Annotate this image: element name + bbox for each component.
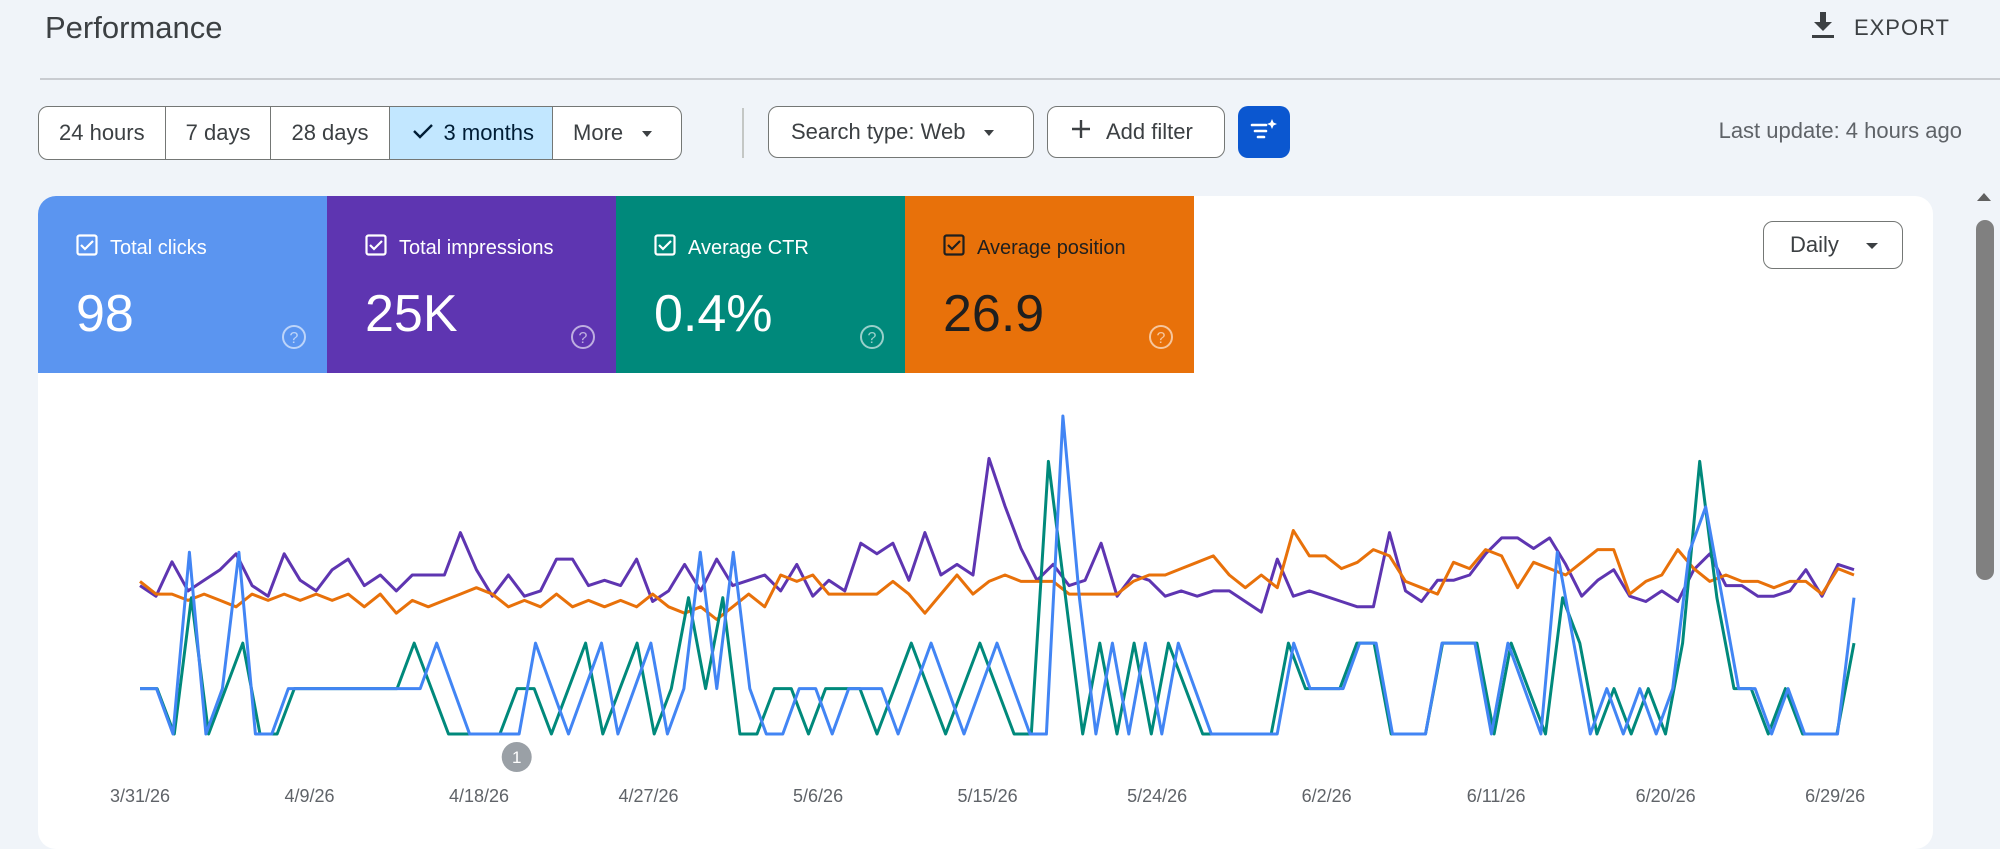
svg-text:?: ? xyxy=(290,330,299,347)
metric-average-ctr[interactable]: Average CTR 0.4% ? xyxy=(616,196,905,373)
plus-icon xyxy=(1070,118,1092,146)
svg-text:?: ? xyxy=(868,330,877,347)
range-3-months-label: 3 months xyxy=(443,120,535,145)
help-icon[interactable]: ? xyxy=(859,324,885,355)
dropdown-arrow-icon xyxy=(633,120,661,146)
dropdown-arrow-icon xyxy=(979,119,999,145)
page-title: Performance xyxy=(45,10,223,45)
granularity-label: Daily xyxy=(1790,232,1839,257)
x-tick-label: 4/18/26 xyxy=(449,786,509,806)
checkbox-checked-icon xyxy=(365,234,387,262)
x-tick-label: 6/11/26 xyxy=(1467,786,1526,806)
add-filter-button[interactable]: Add filter xyxy=(1047,106,1225,158)
checkbox-checked-icon xyxy=(76,234,98,262)
range-7-days[interactable]: 7 days xyxy=(166,107,272,159)
range-more[interactable]: More xyxy=(553,107,681,159)
date-range-selector: 24 hours 7 days 28 days 3 months More xyxy=(38,106,683,160)
metric-value: 98 xyxy=(76,285,134,343)
x-tick-label: 4/27/26 xyxy=(619,786,679,806)
metric-value: 25K xyxy=(365,285,458,343)
series-line-average-ctr xyxy=(140,459,1856,736)
range-more-label: More xyxy=(573,120,624,145)
range-7-days-label: 7 days xyxy=(185,120,251,145)
help-icon[interactable]: ? xyxy=(1148,324,1174,355)
series-line-total-impressions xyxy=(139,456,1855,614)
export-button[interactable]: EXPORT xyxy=(1810,10,1950,46)
svg-text:?: ? xyxy=(579,330,588,347)
range-3-months[interactable]: 3 months xyxy=(389,107,554,159)
toolbar-divider xyxy=(742,108,744,158)
header-divider xyxy=(40,78,2000,80)
x-tick-label: 3/31/26 xyxy=(110,786,170,806)
range-28-days-label: 28 days xyxy=(291,120,369,145)
scroll-up-arrow-icon[interactable] xyxy=(1974,190,1994,209)
filter-settings-button[interactable] xyxy=(1238,106,1290,158)
help-icon[interactable]: ? xyxy=(281,324,307,355)
x-tick-label: 5/15/26 xyxy=(958,786,1018,806)
filter-sparkle-icon xyxy=(1249,116,1279,149)
checkbox-checked-icon xyxy=(943,234,965,262)
metric-total-clicks[interactable]: Total clicks 98 ? xyxy=(38,196,327,373)
metric-label: Average position xyxy=(977,236,1126,259)
search-type-dropdown[interactable]: Search type: Web xyxy=(768,106,1034,158)
dropdown-arrow-icon xyxy=(1862,232,1882,258)
range-24-hours-label: 24 hours xyxy=(59,120,145,145)
search-type-label: Search type: Web xyxy=(791,119,966,144)
download-icon xyxy=(1810,10,1836,46)
help-icon[interactable]: ? xyxy=(570,324,596,355)
metric-average-position[interactable]: Average position 26.9 ? xyxy=(905,196,1194,373)
x-tick-label: 5/24/26 xyxy=(1127,786,1187,806)
metric-label: Total impressions xyxy=(399,236,554,259)
export-label: EXPORT xyxy=(1853,15,1950,40)
add-filter-label: Add filter xyxy=(1106,119,1193,144)
metric-value: 0.4% xyxy=(654,285,773,343)
series-line-total-clicks xyxy=(140,414,1856,736)
granularity-dropdown[interactable]: Daily xyxy=(1763,221,1903,269)
svg-text:?: ? xyxy=(1157,330,1166,347)
last-update-text: Last update: 4 hours ago xyxy=(1718,118,1962,143)
performance-chart-card: Total clicks 98 ? Total impressions 25K … xyxy=(38,196,1933,849)
range-28-days[interactable]: 28 days xyxy=(271,107,390,159)
x-tick-label: 6/29/26 xyxy=(1805,786,1865,806)
x-tick-label: 5/6/26 xyxy=(793,786,843,806)
metric-label: Total clicks xyxy=(110,236,207,259)
scrollbar-thumb[interactable] xyxy=(1976,220,1994,580)
range-24-hours[interactable]: 24 hours xyxy=(39,107,166,159)
checkbox-checked-icon xyxy=(654,234,676,262)
metric-total-impressions[interactable]: Total impressions 25K ? xyxy=(327,196,616,373)
annotation-badge[interactable]: 1 xyxy=(501,742,532,772)
svg-text:1: 1 xyxy=(512,748,521,767)
x-tick-label: 6/2/26 xyxy=(1302,786,1352,806)
metric-value: 26.9 xyxy=(943,285,1045,343)
metric-label: Average CTR xyxy=(688,236,809,259)
x-tick-label: 4/9/26 xyxy=(284,786,334,806)
x-tick-label: 6/20/26 xyxy=(1636,786,1696,806)
series-line-average-position xyxy=(139,529,1855,621)
check-icon xyxy=(412,120,434,146)
performance-line-chart: 3/31/26 4/9/26 4/18/26 4/27/26 5/6/26 5/15/26… xyxy=(110,414,1865,806)
